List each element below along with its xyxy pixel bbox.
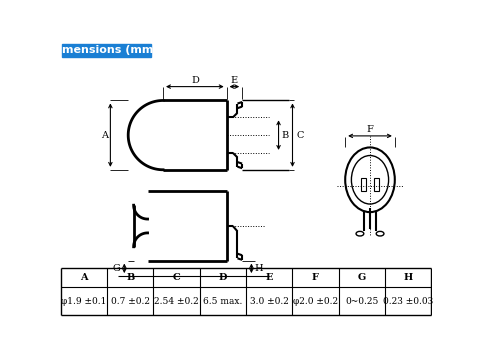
Bar	[374, 178, 379, 190]
Bar	[61, 44, 151, 57]
Text: 0.7 ±0.2: 0.7 ±0.2	[111, 297, 150, 306]
Text: G: G	[113, 264, 120, 273]
Bar	[361, 178, 366, 190]
Text: A: A	[80, 273, 88, 282]
Text: B: B	[281, 131, 288, 140]
Text: C: C	[173, 273, 180, 282]
Text: A: A	[101, 131, 108, 140]
Text: 3.0 ±0.2: 3.0 ±0.2	[250, 297, 288, 306]
Text: D: D	[219, 273, 227, 282]
Text: Dimensions (mm):: Dimensions (mm):	[49, 46, 163, 56]
Text: F: F	[312, 273, 319, 282]
Text: D: D	[191, 76, 199, 85]
Text: 0~0.25: 0~0.25	[345, 297, 378, 306]
Text: B: B	[126, 273, 134, 282]
Text: 0.23 ±0.03: 0.23 ±0.03	[383, 297, 433, 306]
Text: φ1.9 ±0.1: φ1.9 ±0.1	[61, 297, 107, 306]
Text: G: G	[358, 273, 366, 282]
Text: 6.5 max.: 6.5 max.	[203, 297, 242, 306]
Text: 2.54 ±0.2: 2.54 ±0.2	[154, 297, 199, 306]
Text: F: F	[367, 125, 373, 134]
Text: C: C	[297, 131, 304, 140]
Text: H: H	[404, 273, 413, 282]
Text: φ2.0 ±0.2: φ2.0 ±0.2	[293, 297, 338, 306]
Text: H: H	[255, 264, 264, 273]
Text: E: E	[265, 273, 273, 282]
Text: E: E	[231, 76, 238, 85]
